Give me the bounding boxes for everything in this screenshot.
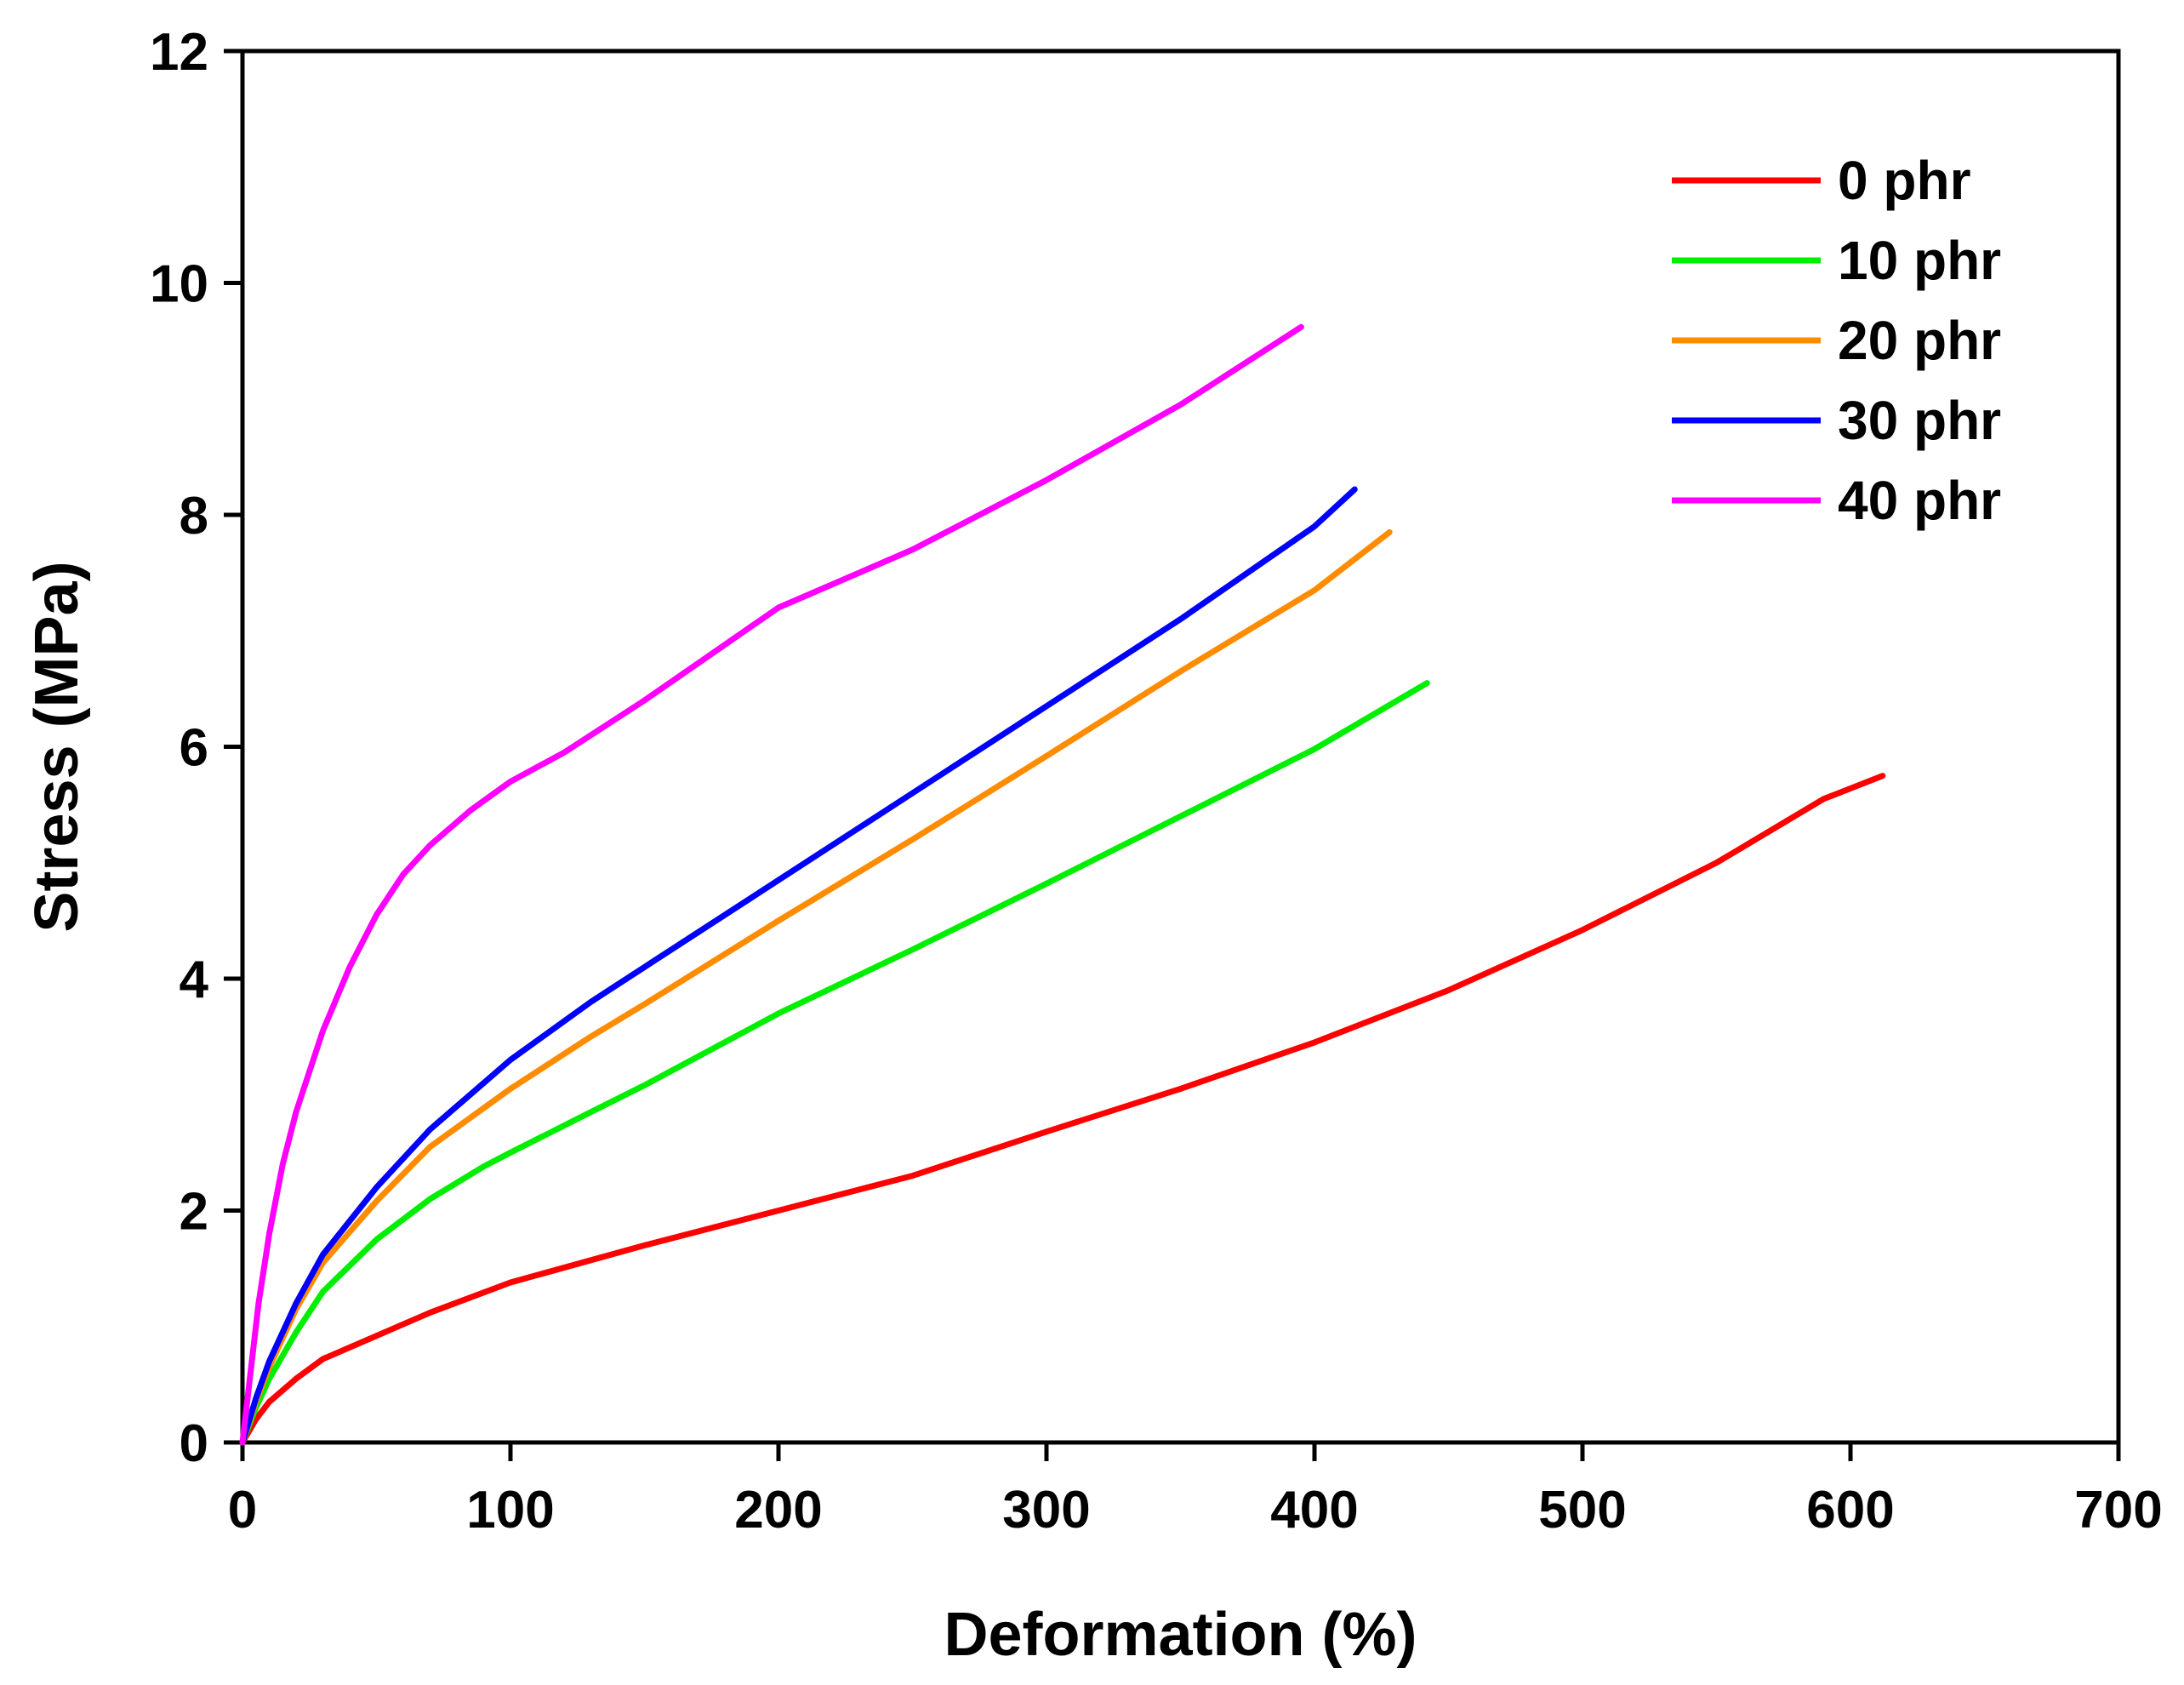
legend-label-30-phr: 30 phr	[1838, 390, 2001, 451]
y-axis-title: Stress (MPa)	[23, 561, 91, 932]
y-tick-label: 4	[180, 951, 209, 1009]
x-tick-label: 400	[1270, 1481, 1358, 1539]
y-axis: 0 2 4 6 8 10 12	[150, 23, 242, 1473]
x-tick-label: 0	[228, 1481, 257, 1539]
x-axis: 0 100 200 300 400 500 600 700	[228, 1442, 2163, 1539]
x-tick-label: 200	[734, 1481, 822, 1539]
legend-label-40-phr: 40 phr	[1838, 470, 2001, 531]
series-line-10-phr	[239, 680, 1430, 1446]
series-line-20-phr	[239, 528, 1393, 1446]
y-tick-label: 2	[180, 1183, 208, 1242]
y-tick-label: 10	[150, 255, 208, 314]
series-line-30-phr	[239, 486, 1358, 1446]
x-axis-title: Deformation (%)	[944, 1601, 1417, 1669]
x-tick-label: 300	[1002, 1481, 1090, 1539]
x-tick-label: 700	[2074, 1481, 2162, 1539]
x-tick-label: 500	[1538, 1481, 1626, 1539]
legend-label-20-phr: 20 phr	[1838, 310, 2001, 371]
y-tick-label: 8	[180, 487, 208, 545]
y-tick-label: 6	[180, 719, 208, 778]
legend-label-0-phr: 0 phr	[1838, 150, 1970, 211]
series-line-40-phr	[239, 323, 1304, 1446]
data-series	[239, 323, 1886, 1446]
y-tick-label: 12	[150, 23, 208, 82]
y-tick-label: 0	[180, 1414, 208, 1473]
x-tick-label: 600	[1806, 1481, 1894, 1539]
series-line-0-phr	[239, 773, 1886, 1446]
legend-label-10-phr: 10 phr	[1838, 230, 2001, 291]
x-tick-label: 100	[466, 1481, 554, 1539]
legend: 0 phr 10 phr 20 phr 30 phr 40 phr	[1672, 150, 2001, 531]
